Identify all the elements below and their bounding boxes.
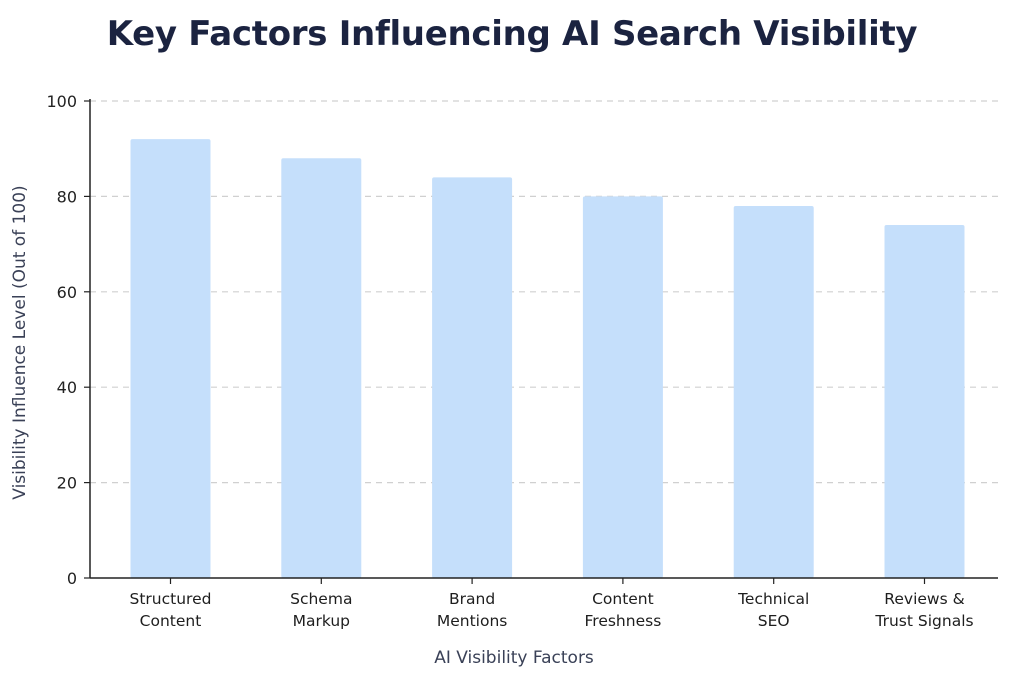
x-tick-label: Structured xyxy=(130,590,212,608)
y-tick-label: 40 xyxy=(57,378,77,397)
x-tick-label: Trust Signals xyxy=(874,612,973,630)
gridlines xyxy=(90,100,998,484)
chart-title: Key Factors Influencing AI Search Visibi… xyxy=(106,14,918,54)
y-tick-label: 20 xyxy=(57,474,77,493)
x-tick-label: Schema xyxy=(290,590,352,608)
x-tick-label: Freshness xyxy=(585,612,662,630)
bar xyxy=(281,158,362,579)
axes xyxy=(84,99,998,584)
x-tick-labels: Structured Content Schema Markup Brand Mentio… xyxy=(130,590,974,630)
bar xyxy=(130,139,211,578)
x-tick-label: Reviews & xyxy=(884,590,964,608)
x-tick-label: Markup xyxy=(293,612,350,630)
x-tick-label: Content xyxy=(592,590,654,608)
x-axis-title: AI Visibility Factors xyxy=(434,648,594,668)
bar xyxy=(884,225,965,578)
x-tick-label: SEO xyxy=(758,612,790,630)
y-axis-title: Visibility Influence Level (Out of 100) xyxy=(10,185,30,499)
x-tick-label: Mentions xyxy=(437,612,508,630)
x-tick-label: Brand xyxy=(449,590,495,608)
x-tick-label: Content xyxy=(140,612,202,630)
bars xyxy=(130,139,965,579)
bar xyxy=(582,196,663,578)
y-tick-label: 0 xyxy=(67,569,77,588)
x-tick-label: Technical xyxy=(737,590,809,608)
bar xyxy=(432,177,513,578)
y-tick-label: 100 xyxy=(46,92,77,111)
y-tick-label: 80 xyxy=(57,187,77,206)
y-tick-label: 60 xyxy=(57,283,77,302)
y-tick-labels: 0 20 40 60 80 100 xyxy=(46,92,77,588)
bar xyxy=(733,205,814,578)
